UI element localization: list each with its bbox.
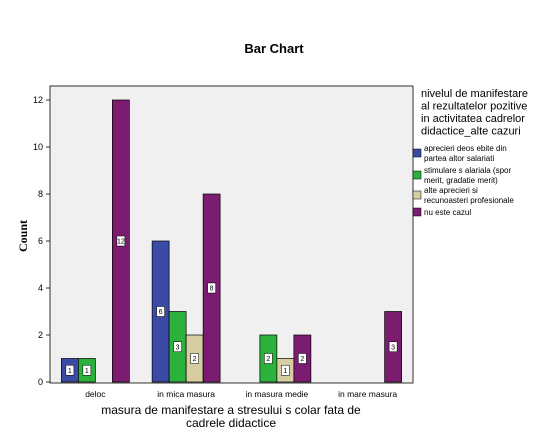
data-label-box <box>190 353 199 364</box>
x-tick-label: deloc <box>85 389 106 399</box>
y-tick-label: 10 <box>33 142 43 152</box>
data-label: 3 <box>176 344 180 351</box>
x-tick-label: in mica masura <box>157 389 215 399</box>
x-axis-label-line: cadrele didactice <box>186 416 276 430</box>
x-axis: deloc in mica masura in masura medie in mar… <box>85 389 397 399</box>
y-tick-label: 0 <box>38 377 43 387</box>
y-tick-label: 6 <box>38 236 43 246</box>
data-label-box <box>156 306 165 317</box>
legend-entry: alte aprecieri si <box>424 186 478 195</box>
data-label: 2 <box>300 356 304 363</box>
data-label: 2 <box>266 356 270 363</box>
y-tick-label: 4 <box>38 283 43 293</box>
legend-swatch <box>412 170 422 180</box>
legend-swatch <box>412 148 422 158</box>
y-axis-label: Count <box>16 220 30 252</box>
data-label: 1 <box>85 368 89 375</box>
data-label-box <box>65 365 75 376</box>
x-tick-label: in mare masura <box>338 389 397 399</box>
chart-title: Bar Chart <box>244 41 304 56</box>
legend-entry: merit, gradatie merit) <box>424 176 498 185</box>
data-label-box <box>116 235 126 247</box>
x-axis-label: masura de manifestare a stresului s cola… <box>101 403 361 430</box>
y-tick-label: 12 <box>33 95 43 105</box>
y-tick-label: 2 <box>38 330 43 340</box>
plot-area <box>49 85 414 384</box>
data-label-box <box>82 365 92 376</box>
legend-swatch <box>412 207 422 217</box>
legend-entry: aprecieri deos ebite din <box>424 144 507 153</box>
legend-entry: stimulare s alariala (spor <box>424 166 511 175</box>
legend-title-line: al rezultatelor pozitive <box>421 101 527 113</box>
data-label-box <box>207 282 216 294</box>
data-label-box <box>173 341 182 352</box>
data-label: 8 <box>210 286 214 293</box>
y-tick-label: 8 <box>38 189 43 199</box>
data-label-box <box>264 353 273 364</box>
x-tick-label: in masura medie <box>245 389 308 399</box>
data-label-box <box>388 341 398 352</box>
data-label: 1 <box>283 368 287 375</box>
data-label: 1 <box>68 368 72 375</box>
y-axis: 0 2 4 6 8 10 12 <box>33 95 50 387</box>
data-label: 12 <box>117 239 125 246</box>
data-label-box <box>281 365 290 376</box>
legend-title-line: nivelul de manifestare <box>421 88 528 100</box>
legend-entry: nu este cazul <box>424 208 471 217</box>
legend-swatch <box>412 190 422 200</box>
legend-entry: partea altor salariati <box>424 154 494 163</box>
legend-entry: recunoasteri profesionale <box>424 196 514 205</box>
legend-title-line: in activitatea cadrelor <box>421 113 525 125</box>
data-label-box <box>298 353 307 364</box>
legend-title-line: didactice_alte cazuri <box>421 126 521 138</box>
data-label: 3 <box>391 344 395 351</box>
data-label: 6 <box>159 309 163 316</box>
data-label: 2 <box>193 356 197 363</box>
x-axis-label-line: masura de manifestare a stresului s cola… <box>101 403 361 417</box>
